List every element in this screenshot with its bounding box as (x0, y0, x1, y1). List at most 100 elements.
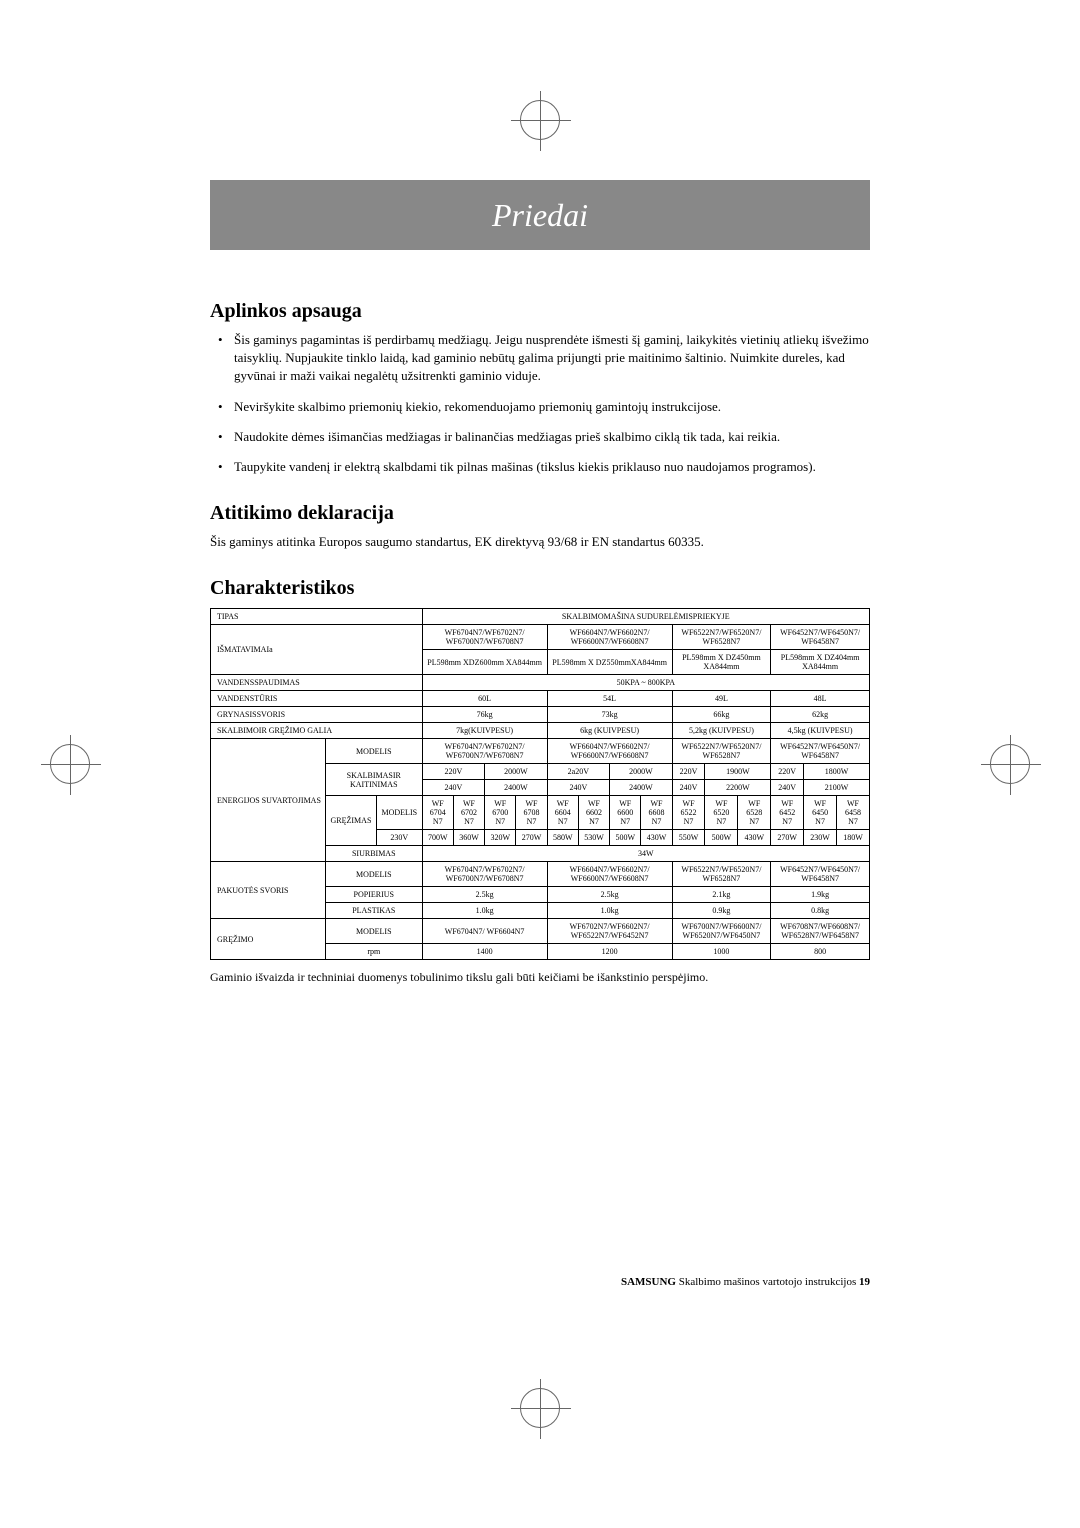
cell: 1400 (422, 944, 547, 960)
cell: 700W (422, 830, 453, 846)
page-content: Aplinkos apsauga Šis gaminys pagamintas … (210, 300, 870, 1011)
cell: 500W (610, 830, 641, 846)
cell: 430W (738, 830, 771, 846)
cell: WF 6602 N7 (578, 796, 609, 830)
bullet: Naudokite dėmes išimančias medžiagas ir … (218, 428, 870, 446)
cell: SKALBIMASIR KAITINIMAS (325, 764, 422, 796)
cell: 180W (837, 830, 870, 846)
cell: 580W (547, 830, 578, 846)
cell: GRĘŽIMAS (325, 796, 376, 846)
row-type-label: TIPAS (211, 609, 423, 625)
cell: 0.9kg (672, 903, 771, 919)
cell: 60L (422, 691, 547, 707)
cell: 800 (771, 944, 870, 960)
cell: 34W (422, 846, 869, 862)
cell: 49L (672, 691, 771, 707)
cell: 1.0kg (422, 903, 547, 919)
heading-characteristics: Charakteristikos (210, 577, 870, 600)
crop-mark-left (50, 744, 90, 784)
cell: WF 6608 N7 (641, 796, 672, 830)
cell: SIURBIMAS (325, 846, 422, 862)
cell: 360W (453, 830, 484, 846)
cell: 240V (547, 780, 610, 796)
cell: 4,5kg (KUIVPESU) (771, 723, 870, 739)
cell: 1.0kg (547, 903, 672, 919)
cell: 76kg (422, 707, 547, 723)
cell: 48L (771, 691, 870, 707)
row-rpm-label: GRĘŽIMO (211, 919, 326, 960)
crop-mark-bottom (520, 1388, 560, 1428)
cell: 240V (771, 780, 804, 796)
cell: WF 6522 N7 (672, 796, 705, 830)
cell: WF 6604 N7 (547, 796, 578, 830)
cell: WF6708N7/WF6608N7/ WF6528N7/WF6458N7 (771, 919, 870, 944)
cell: WF 6520 N7 (705, 796, 738, 830)
cell: MODELIS (325, 919, 422, 944)
cell: 2.5kg (547, 887, 672, 903)
row-energy-label: ENERGIJOS SUVARTOJIMAS (211, 739, 326, 862)
section-environment: Aplinkos apsauga Šis gaminys pagamintas … (210, 300, 870, 476)
cell: WF6604N7/WF6602N7/ WF6600N7/WF6608N7 (547, 625, 672, 650)
cell: WF6704N7/WF6702N7/ WF6700N7/WF6708N7 (422, 739, 547, 764)
cell: 2.5kg (422, 887, 547, 903)
cell: 240V (422, 780, 485, 796)
cell: POPIERIUS (325, 887, 422, 903)
crop-mark-right (990, 744, 1030, 784)
cell: 220V (422, 764, 485, 780)
cell: WF6704N7/WF6702N7/ WF6700N7/WF6708N7 (422, 625, 547, 650)
cell: WF 6450 N7 (804, 796, 837, 830)
cell: MODELIS (325, 739, 422, 764)
cell: PL598mm X DZ450mm XA844mm (672, 650, 771, 675)
cell: 66kg (672, 707, 771, 723)
cell: WF6700N7/WF6600N7/ WF6520N7/WF6450N7 (672, 919, 771, 944)
footer-text: Skalbimo mašinos vartotojo instrukcijos (679, 1276, 857, 1288)
cell: 50KPA ~ 800KPA (422, 675, 869, 691)
cell: WF 6452 N7 (771, 796, 804, 830)
conformity-text: Šis gaminys atitinka Europos saugumo sta… (210, 533, 870, 551)
footer-brand: SAMSUNG (621, 1276, 676, 1288)
cell: 230W (804, 830, 837, 846)
row-pressure-label: VANDENSSPAUDIMAS (211, 675, 423, 691)
cell: 240V (672, 780, 705, 796)
cell: 220V (771, 764, 804, 780)
page-footer: SAMSUNG Skalbimo mašinos vartotojo instr… (621, 1276, 870, 1288)
cell: 2200W (705, 780, 771, 796)
cell: WF 6600 N7 (610, 796, 641, 830)
footer-page: 19 (859, 1276, 870, 1288)
cell: 2400W (610, 780, 673, 796)
cell: 220V (672, 764, 705, 780)
cell: PLASTIKAS (325, 903, 422, 919)
cell: WF 6708 N7 (516, 796, 547, 830)
cell: 5,2kg (KUIVPESU) (672, 723, 771, 739)
row-net-label: GRYNASISSVORIS (211, 707, 423, 723)
cell: WF6704N7/ WF6604N7 (422, 919, 547, 944)
cell: WF6604N7/WF6602N7/ WF6600N7/WF6608N7 (547, 739, 672, 764)
cell: 1.9kg (771, 887, 870, 903)
cell: 500W (705, 830, 738, 846)
cell: 0.8kg (771, 903, 870, 919)
cell: 1200 (547, 944, 672, 960)
spec-table: TIPAS SKALBIMOMAŠINA SUDURELĖMISPRIEKYJE… (210, 608, 870, 960)
page-title-banner: Priedai (210, 180, 870, 250)
cell: WF6522N7/WF6520N7/ WF6528N7 (672, 862, 771, 887)
cell: 320W (485, 830, 516, 846)
cell: WF 6702 N7 (453, 796, 484, 830)
cell: 2.1kg (672, 887, 771, 903)
bullet: Šis gaminys pagamintas iš perdirbamų med… (218, 331, 870, 386)
cell: 270W (516, 830, 547, 846)
cell: WF6452N7/WF6450N7/ WF6458N7 (771, 862, 870, 887)
cell: 1800W (804, 764, 870, 780)
cell: WF 6700 N7 (485, 796, 516, 830)
cell: 2100W (804, 780, 870, 796)
cell: PL598mm X DZ550mmXA844mm (547, 650, 672, 675)
cell: MODELIS (325, 862, 422, 887)
cell: 2000W (485, 764, 548, 780)
cell: MODELIS (376, 796, 422, 830)
cell: 1900W (705, 764, 771, 780)
cell: 1000 (672, 944, 771, 960)
cell: 2400W (485, 780, 548, 796)
characteristics-footnote: Gaminio išvaizda ir techniniai duomenys … (210, 970, 870, 985)
cell: 73kg (547, 707, 672, 723)
cell: WF6522N7/WF6520N7/ WF6528N7 (672, 739, 771, 764)
cell: 7kg(KUIVPESU) (422, 723, 547, 739)
